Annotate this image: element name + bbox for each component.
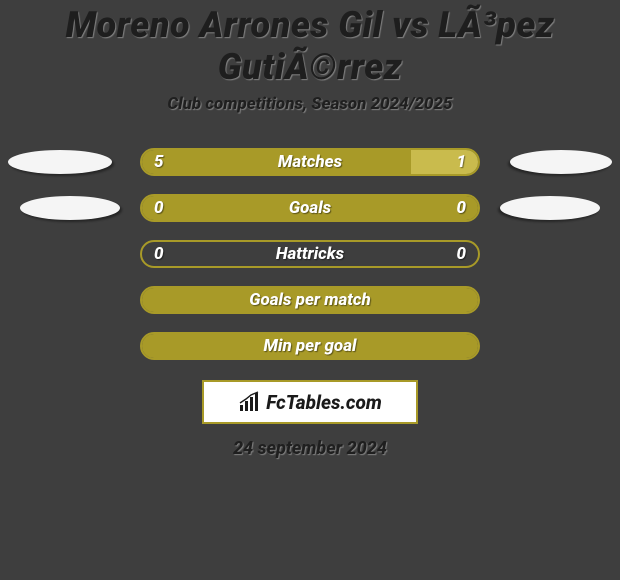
stat-bar: 0 Hattricks 0 — [140, 240, 480, 268]
stat-value-left: 0 — [154, 244, 164, 264]
avatar-left-2 — [20, 196, 120, 220]
stat-value-right: 1 — [456, 152, 466, 172]
stat-row: 0 Goals 0 — [0, 194, 620, 222]
stat-label: Goals — [289, 198, 331, 218]
stat-value-right: 0 — [456, 244, 466, 264]
logo-text: FcTables.com — [266, 391, 382, 414]
stat-row: Goals per match — [0, 286, 620, 314]
stat-bar: Min per goal — [140, 332, 480, 360]
stat-row: Min per goal — [0, 332, 620, 360]
stat-row: 5 Matches 1 — [0, 148, 620, 176]
avatar-right-1 — [510, 150, 612, 174]
stat-rows: 5 Matches 1 0 Goals 0 0 Hat — [0, 148, 620, 360]
stat-label: Hattricks — [276, 244, 344, 264]
page-title: Moreno Arrones Gil vs LÃ³pez GutiÃ©rrez — [0, 4, 620, 88]
stat-value-left: 5 — [154, 152, 164, 172]
date-text: 24 september 2024 — [0, 438, 620, 459]
stat-label: Min per goal — [264, 336, 357, 356]
chart-icon — [238, 391, 264, 413]
stat-label: Matches — [278, 152, 342, 172]
avatar-left-1 — [8, 150, 112, 174]
stat-bar: Goals per match — [140, 286, 480, 314]
stat-row: 0 Hattricks 0 — [0, 240, 620, 268]
stat-bar: 0 Goals 0 — [140, 194, 480, 222]
logo-box: FcTables.com — [202, 380, 418, 424]
avatar-right-2 — [500, 196, 600, 220]
stat-label: Goals per match — [249, 290, 371, 310]
page-subtitle: Club competitions, Season 2024/2025 — [0, 94, 620, 114]
stat-bar: 5 Matches 1 — [140, 148, 480, 176]
comparison-card: Moreno Arrones Gil vs LÃ³pez GutiÃ©rrez … — [0, 0, 620, 580]
stat-value-left: 0 — [154, 198, 164, 218]
stat-value-right: 0 — [456, 198, 466, 218]
